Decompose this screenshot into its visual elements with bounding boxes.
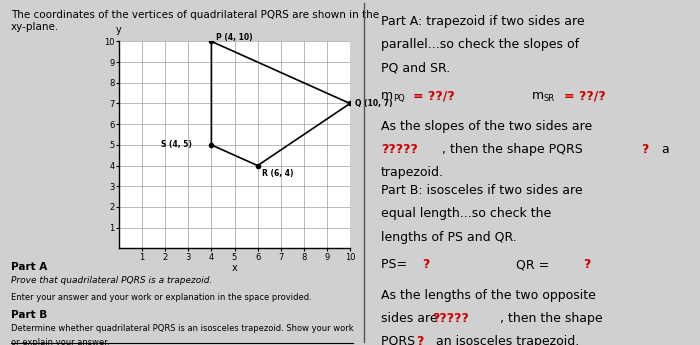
Text: P (4, 10): P (4, 10) bbox=[216, 33, 253, 42]
Text: m: m bbox=[381, 89, 393, 102]
Text: ?: ? bbox=[584, 258, 591, 272]
Text: PQRS: PQRS bbox=[381, 335, 419, 345]
Text: As the lengths of the two opposite: As the lengths of the two opposite bbox=[381, 288, 596, 302]
Text: ?????: ????? bbox=[381, 143, 417, 156]
Text: ?????: ????? bbox=[432, 312, 469, 325]
Text: Determine whether quadrilateral PQRS is an isosceles trapezoid. Show your work: Determine whether quadrilateral PQRS is … bbox=[11, 324, 354, 333]
Text: ?: ? bbox=[641, 143, 649, 156]
Text: Part A: Part A bbox=[11, 262, 47, 272]
Text: QR =: QR = bbox=[516, 258, 553, 272]
Text: Q (10, 7): Q (10, 7) bbox=[355, 99, 392, 108]
Text: parallel...so check the slopes of: parallel...so check the slopes of bbox=[381, 38, 579, 51]
Text: Part B: isosceles if two sides are: Part B: isosceles if two sides are bbox=[381, 184, 582, 197]
Text: a: a bbox=[657, 143, 669, 156]
Text: PQ and SR.: PQ and SR. bbox=[381, 61, 450, 75]
Text: lengths of PS and QR.: lengths of PS and QR. bbox=[381, 230, 517, 244]
Text: equal length...so check the: equal length...so check the bbox=[381, 207, 551, 220]
Text: Part A: trapezoid if two sides are: Part A: trapezoid if two sides are bbox=[381, 15, 584, 28]
Text: m: m bbox=[532, 89, 544, 102]
Text: As the slopes of the two sides are: As the slopes of the two sides are bbox=[381, 119, 592, 132]
Text: PQ: PQ bbox=[393, 94, 405, 103]
Text: PS=: PS= bbox=[381, 258, 411, 272]
Text: Part B: Part B bbox=[11, 310, 47, 321]
X-axis label: x: x bbox=[232, 263, 237, 273]
Text: ?: ? bbox=[416, 335, 423, 345]
Text: S (4, 5): S (4, 5) bbox=[160, 140, 192, 149]
Text: SR: SR bbox=[543, 94, 554, 103]
Text: , then the shape PQRS: , then the shape PQRS bbox=[442, 143, 587, 156]
Text: Enter your answer and your work or explanation in the space provided.: Enter your answer and your work or expla… bbox=[11, 293, 312, 302]
Text: R (6, 4): R (6, 4) bbox=[262, 169, 294, 178]
Text: The coordinates of the vertices of quadrilateral PQRS are shown in the
xy-plane.: The coordinates of the vertices of quadr… bbox=[11, 10, 379, 32]
Text: ?: ? bbox=[423, 258, 430, 272]
Text: Prove that quadrilateral PQRS is a trapezoid.: Prove that quadrilateral PQRS is a trape… bbox=[11, 276, 212, 285]
Text: trapezoid.: trapezoid. bbox=[381, 166, 444, 179]
Text: or explain your answer.: or explain your answer. bbox=[11, 338, 109, 345]
Text: an isosceles trapezoid.: an isosceles trapezoid. bbox=[432, 335, 580, 345]
Text: = ??/?: = ??/? bbox=[564, 89, 606, 102]
Text: y: y bbox=[116, 25, 122, 35]
Text: = ??/?: = ??/? bbox=[413, 89, 454, 102]
Text: sides are: sides are bbox=[381, 312, 441, 325]
Text: , then the shape: , then the shape bbox=[500, 312, 603, 325]
